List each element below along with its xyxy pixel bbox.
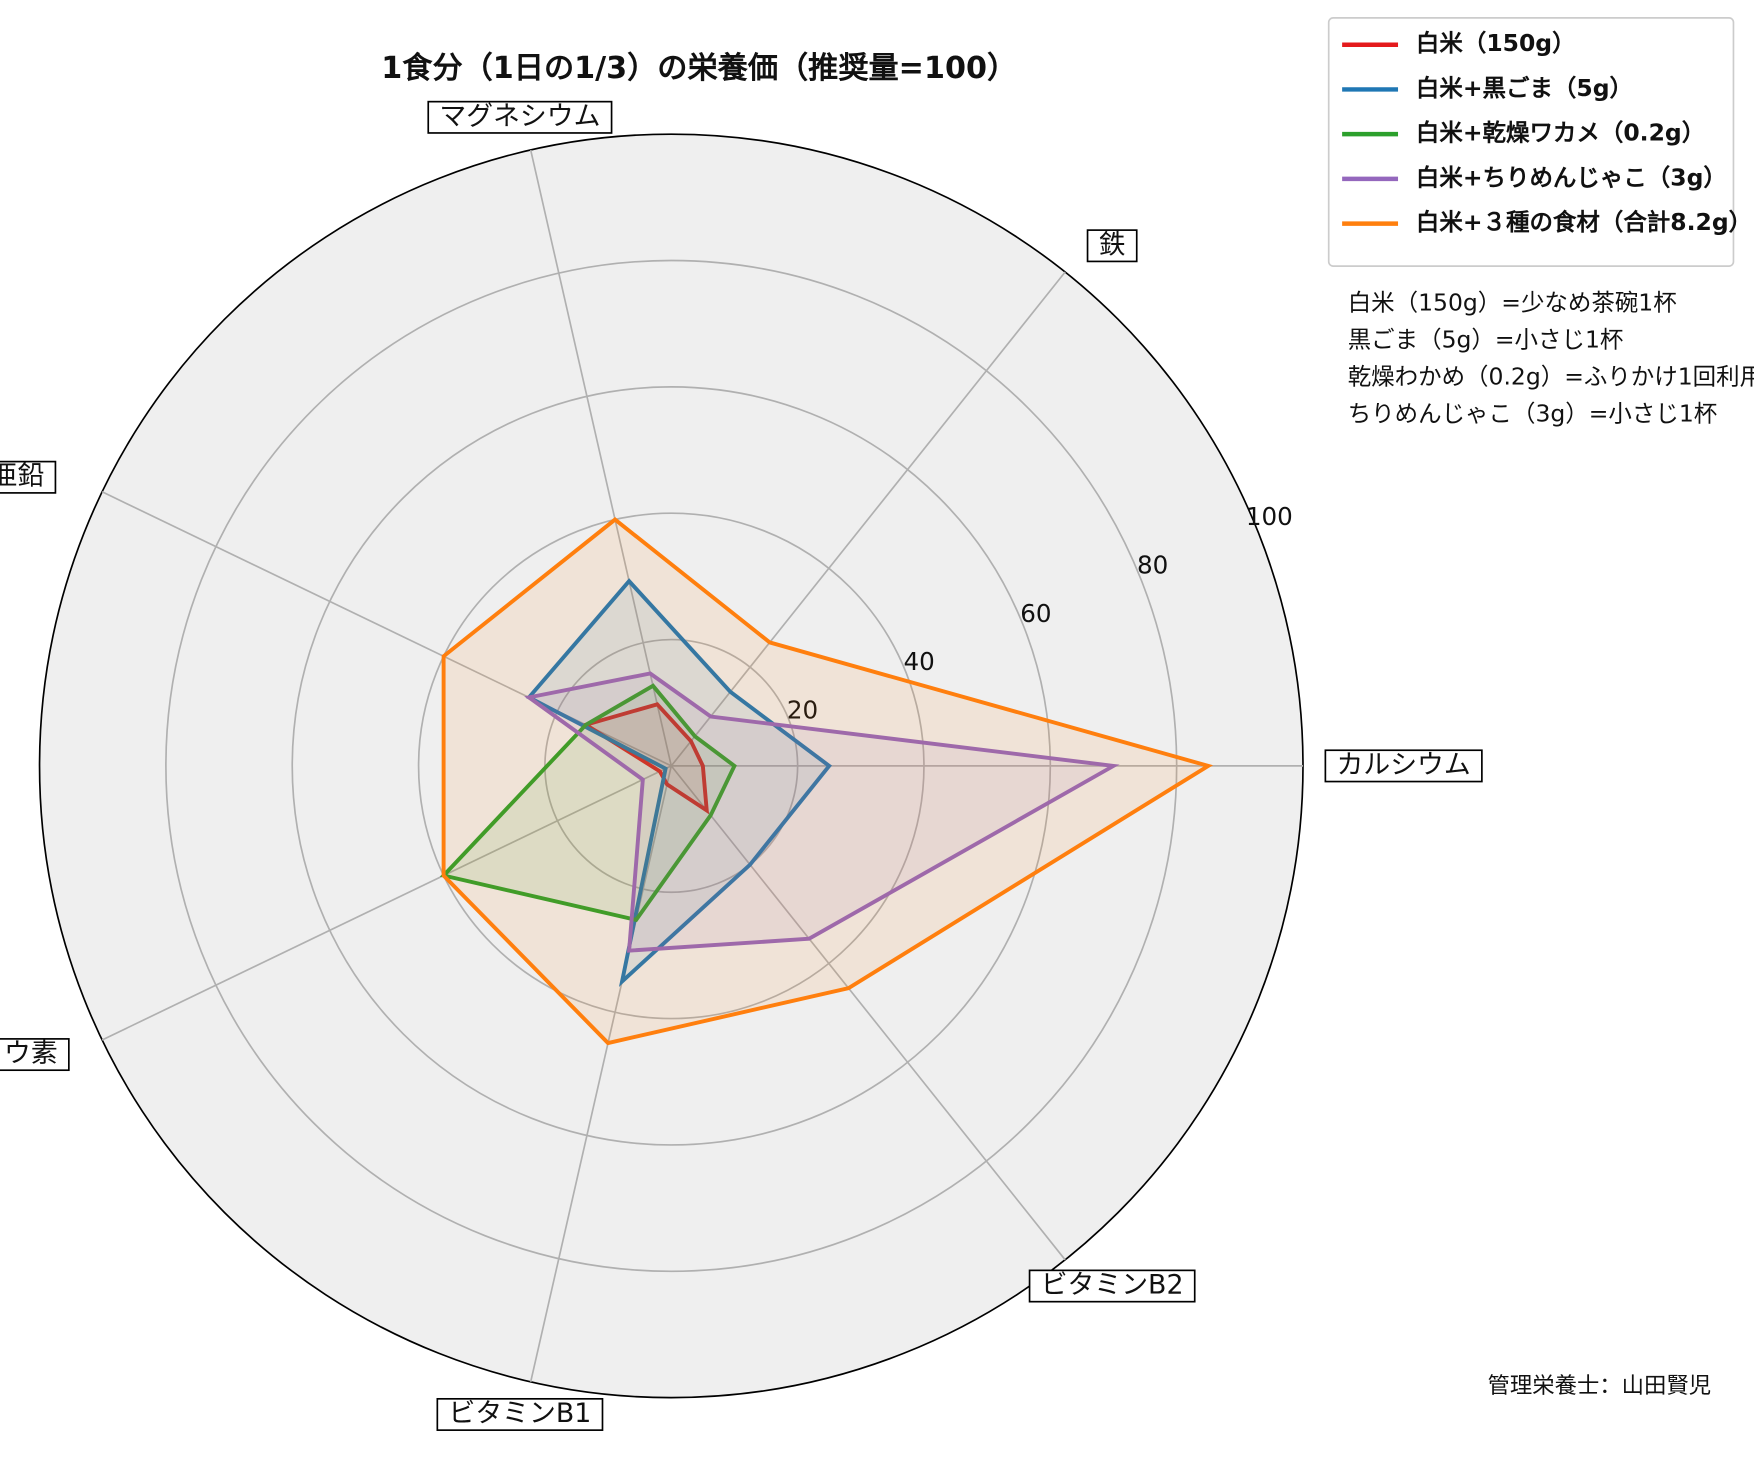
r-tick-label: 100	[1246, 502, 1293, 531]
legend-label: 白米（150g）	[1416, 29, 1576, 57]
note: 黒ごま（5g）=小さじ1杯	[1348, 326, 1624, 354]
axis-label-box	[0, 460, 57, 494]
legend-label: 白米+３種の食材（合計8.2g）	[1416, 208, 1752, 236]
spoke	[101, 765, 672, 1041]
series-line	[525, 578, 832, 987]
series-line	[524, 671, 1120, 953]
note: 乾燥わかめ（0.2g）=ふりかけ1回利用分	[1348, 362, 1754, 390]
axis-label-box	[0, 1038, 70, 1072]
axis-label: カルシウム	[1324, 749, 1483, 783]
axis-label-text: 鉄	[1099, 229, 1126, 260]
spoke	[670, 765, 1066, 1261]
series-fill	[528, 673, 1114, 951]
axis-label-box	[1028, 1269, 1196, 1303]
legend-box	[1327, 17, 1735, 267]
credit: 管理栄養士：山田賢児	[1488, 1373, 1712, 1399]
chart-title: 1食分（1日の1/3）の栄養価（推奨量=100）	[381, 50, 1017, 86]
axis-label-text: ビタミンB1	[449, 1398, 592, 1429]
r-tick-label: 20	[787, 696, 818, 725]
axis-label-box	[1086, 229, 1138, 263]
axis-label: ヨウ素	[0, 1038, 70, 1072]
spoke	[529, 765, 673, 1382]
axis-label-text: 亜鉛	[0, 461, 44, 492]
axis-label-box	[436, 1397, 604, 1431]
axis-label: 鉄	[1086, 229, 1138, 263]
series-fill	[443, 519, 1209, 1044]
r-tick-label: 40	[904, 647, 935, 676]
spoke	[670, 271, 1066, 767]
legend-label: 白米+黒ごま（5g）	[1416, 74, 1633, 102]
axis-label: ビタミンB2	[1028, 1269, 1196, 1303]
series-line	[439, 683, 737, 923]
axis-label-box	[427, 100, 613, 134]
r-tick-label: 80	[1137, 551, 1168, 580]
axis-label-text: カルシウム	[1337, 749, 1471, 780]
axis-label-box	[1324, 749, 1483, 783]
axis-label: 亜鉛	[0, 460, 57, 494]
note: ちりめんじゃこ（3g）=小さじ1杯	[1348, 399, 1718, 427]
axis-label: マグネシウム	[427, 100, 613, 134]
axis-label-text: ビタミンB2	[1041, 1270, 1184, 1301]
axis-label-text: マグネシウム	[439, 101, 600, 132]
spoke	[529, 149, 673, 767]
note: 白米（150g）=少なめ茶碗1杯	[1348, 289, 1677, 317]
series-fill	[443, 685, 735, 920]
legend-label: 白米+ちりめんじゃこ（3g）	[1416, 163, 1727, 191]
axis-label: ビタミンB1	[436, 1397, 604, 1431]
legend-label: 白米+乾燥ワカメ（0.2g）	[1416, 119, 1705, 147]
series-line	[441, 517, 1214, 1046]
r-tick-label: 60	[1020, 599, 1051, 628]
axis-label-text: ヨウ素	[0, 1038, 58, 1069]
